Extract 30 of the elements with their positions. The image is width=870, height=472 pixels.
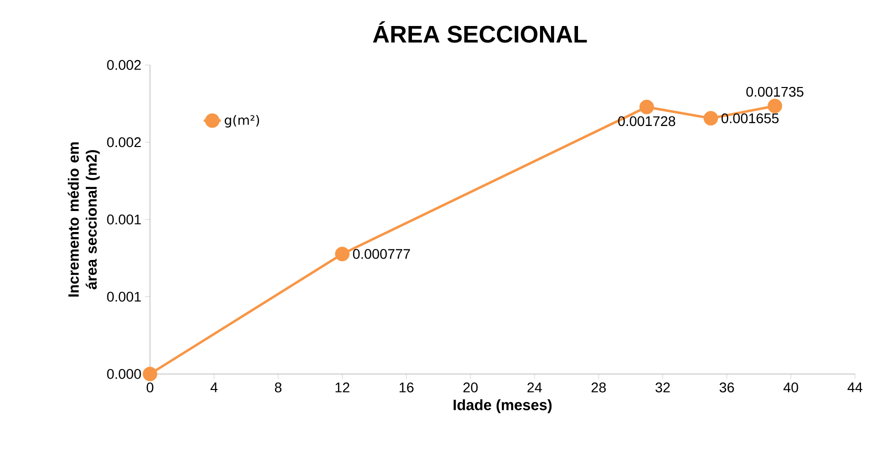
point [142, 366, 158, 382]
y-tick-label: 0.001 [107, 292, 141, 302]
point [704, 111, 718, 126]
x-tick-label: 36 [720, 382, 734, 392]
y-tick-label: 0.001 [107, 214, 141, 224]
point [639, 100, 654, 114]
y-axis-title: Incremento médio em área seccional (m2) [68, 142, 100, 297]
point [768, 98, 782, 114]
x-tick-label: 28 [592, 382, 606, 392]
data-label: 0.000777 [353, 249, 410, 259]
x-tick-label: 44 [848, 382, 862, 392]
point [335, 246, 350, 262]
chart-title: ÁREA SECCIONAL [372, 21, 587, 43]
y-tick-label: 0.000 [107, 369, 141, 379]
x-axis-title: Idade (meses) [454, 399, 552, 414]
data-label: 0.001655 [722, 113, 779, 124]
x-tick-label: 16 [400, 382, 414, 392]
data-label: 0.001728 [618, 116, 676, 126]
x-tick-label: 12 [336, 382, 350, 392]
x-tick-label: 40 [783, 382, 798, 392]
x-tick-label: 8 [274, 382, 282, 392]
y-tick-label: 0.002 [107, 60, 141, 70]
x-tick-label: 20 [463, 382, 478, 392]
x-tick-label: 0 [146, 382, 154, 392]
legend-label: g(m²) [224, 114, 260, 128]
x-tick-label: 32 [656, 382, 670, 392]
x-tick-label: 24 [527, 382, 542, 392]
y-tick-label: 0.002 [107, 137, 141, 148]
data-label: 0.001735 [746, 86, 804, 97]
x-tick-label: 4 [210, 382, 218, 392]
